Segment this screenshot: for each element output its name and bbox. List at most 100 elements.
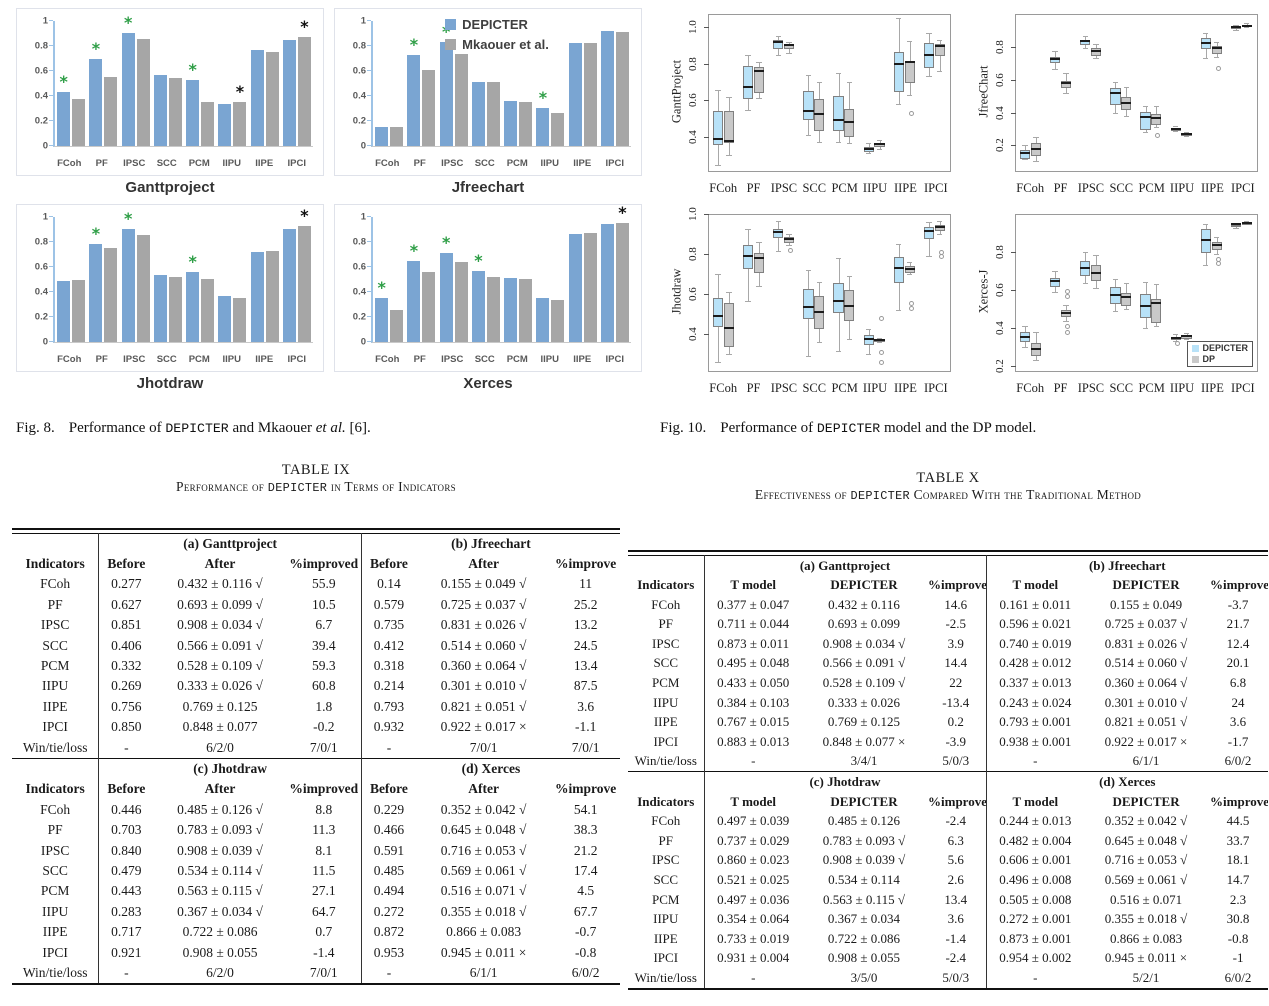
x-tick-label: IPCI bbox=[605, 158, 624, 169]
category-slot bbox=[830, 215, 860, 371]
x-tick-label: IPCI bbox=[287, 354, 306, 365]
whisker-cap bbox=[846, 81, 853, 83]
bar-baseline bbox=[265, 51, 279, 146]
table-cell: 0.831 ± 0.026 √ bbox=[440, 617, 527, 633]
table-cell: 6/1/1 bbox=[469, 965, 498, 981]
bar-group: * bbox=[438, 217, 470, 342]
x-axis-labels: FCoh PF IPSC SCC PCM IIPU IIPE IPCI bbox=[371, 354, 631, 365]
bar-group bbox=[502, 217, 534, 342]
y-tick-label: 0.8 bbox=[687, 56, 699, 71]
table-cell: 0.831 ± 0.026 √ bbox=[1104, 635, 1188, 651]
title-code: DEPICTER bbox=[267, 481, 328, 495]
bar-group bbox=[599, 21, 631, 146]
table-cell: 0.737 ± 0.029 bbox=[717, 832, 790, 848]
title-text: in Terms of Indicators bbox=[327, 479, 456, 494]
table-cell: 0.872 bbox=[360, 922, 416, 943]
table-cell: 6/0/2 bbox=[1224, 753, 1252, 769]
table-row: IPCI 0.931 ± 0.004 0.908 ± 0.055 -2.4 0.954 … bbox=[628, 948, 1268, 968]
table-cell: 0.318 bbox=[360, 655, 416, 677]
table-ix: (a) Ganttproject (b) Jfreechart Indicators… bbox=[12, 528, 620, 986]
median-line bbox=[874, 143, 885, 146]
section-header-right: (b) Jfreechart bbox=[360, 533, 620, 554]
legend-item: DEPICTER bbox=[445, 17, 549, 32]
table-x-number: TABLE X bbox=[916, 470, 980, 486]
boxplot-jhotdraw: Jhotdraw 0.4 0.6 0.8 1.0 FCoh PF IPSC SCC PCM II… bbox=[660, 206, 959, 404]
median-line bbox=[1060, 311, 1072, 314]
bar-baseline bbox=[454, 54, 468, 146]
table-cell: 5/0/3 bbox=[942, 969, 970, 985]
bar-depicter: * bbox=[121, 210, 135, 342]
median-line bbox=[833, 119, 844, 122]
y-tick-mark bbox=[704, 254, 709, 256]
bar-depicter bbox=[375, 126, 389, 146]
y-tick-mark bbox=[49, 95, 53, 96]
boxplot-box-depicter bbox=[833, 95, 844, 131]
category-slot bbox=[1016, 15, 1046, 171]
whisker-cap bbox=[1233, 222, 1239, 224]
category-slot bbox=[1197, 215, 1227, 371]
table-cell: 0.466 bbox=[360, 820, 416, 841]
category-slot bbox=[1076, 215, 1106, 371]
table-cell: 11 bbox=[579, 576, 593, 592]
boxplot-box-dp bbox=[753, 67, 765, 93]
bar-chart-jfreechart: DEPICTER Mkaouer et al. 0 0.2 0.4 0.6 0.8 1 * *… bbox=[334, 8, 642, 200]
table-row: SCC 0.479 0.534 ± 0.114 √ 11.5 0.485 0.569 ± … bbox=[12, 861, 620, 882]
table-cell: 0.155 ± 0.049 √ bbox=[440, 576, 527, 592]
table-cell: 0.733 ± 0.019 bbox=[717, 930, 790, 946]
y-tick-label: 0.2 bbox=[34, 311, 48, 323]
table-cell: 0.446 bbox=[111, 801, 142, 817]
table-cell: 0.333 ± 0.026 bbox=[827, 694, 901, 710]
y-tick-label: 0.6 bbox=[994, 72, 1006, 87]
table-row: IPSC 0.840 0.908 ± 0.039 √ 8.1 0.591 0.716 ± … bbox=[12, 840, 620, 861]
bar-baseline bbox=[390, 126, 404, 146]
chart-title: Jhotdraw bbox=[136, 375, 204, 392]
table-cell: 14.7 bbox=[1226, 872, 1250, 887]
outlier-point bbox=[1215, 261, 1221, 267]
median-line bbox=[1140, 115, 1151, 118]
table-cell: 0.931 ± 0.004 bbox=[717, 950, 790, 966]
table-cell: 0.716 ± 0.053 √ bbox=[1104, 852, 1188, 868]
table-cell: 0.783 ± 0.093 √ bbox=[177, 822, 263, 838]
x-tick-label: IPSC bbox=[770, 181, 798, 195]
table-row: PCM 0.497 ± 0.036 0.563 ± 0.115 √ 13.4 0.505… bbox=[628, 889, 1268, 910]
y-tick-label: 0.4 bbox=[352, 286, 366, 298]
table-cell: -1.4 bbox=[313, 944, 335, 960]
column-header-cell: Indicators bbox=[12, 553, 100, 575]
y-tick-label: 0.4 bbox=[994, 105, 1006, 120]
table-row: PF 0.627 0.693 ± 0.099 √ 10.5 0.579 0.725 ± 0… bbox=[12, 594, 620, 616]
table-cell: -1 bbox=[1232, 950, 1244, 966]
table-cell: 0.485 ± 0.126 bbox=[827, 813, 901, 829]
x-tick-label: IPSC bbox=[1077, 181, 1105, 195]
bar-group: * bbox=[438, 21, 470, 146]
table-cell: 6/2/0 bbox=[206, 739, 234, 755]
caption-text: model and the DP model. bbox=[880, 420, 1037, 436]
boxplot-box-depicter bbox=[1050, 277, 1061, 288]
table-cell: 6.3 bbox=[947, 832, 964, 848]
whisker-cap bbox=[906, 274, 913, 275]
boxplot-box-depicter bbox=[923, 227, 935, 239]
boxplot-box-depicter bbox=[1110, 88, 1121, 106]
bar-baseline bbox=[519, 278, 533, 342]
table-cell: 3.9 bbox=[947, 635, 964, 651]
table-cell: Win/tie/loss bbox=[628, 967, 705, 989]
whisker-cap bbox=[1082, 282, 1088, 284]
boxplot-xercesj: Xerces-J DEPICTER DP 0.2 0.4 0.6 0.8 FCoh PF… bbox=[967, 206, 1266, 404]
y-tick-mark bbox=[704, 334, 709, 335]
median-line bbox=[893, 62, 904, 65]
table-cell: 0.850 bbox=[111, 719, 142, 735]
outlier-point bbox=[908, 306, 914, 311]
significance-star-black: * bbox=[235, 82, 245, 102]
bar-depicter bbox=[153, 275, 167, 342]
significance-star-green: * bbox=[441, 22, 451, 42]
whisker-cap bbox=[1123, 282, 1129, 284]
table-cell: 0.272 bbox=[360, 901, 416, 923]
dp-swatch-icon bbox=[1192, 356, 1200, 363]
y-tick-mark bbox=[367, 291, 371, 292]
median-line bbox=[1181, 132, 1192, 135]
x-tick-label: IIPU bbox=[1169, 381, 1195, 395]
y-tick-mark bbox=[367, 120, 371, 121]
whisker-cap bbox=[1172, 340, 1179, 342]
table-cell: -2.5 bbox=[945, 616, 967, 632]
x-tick-label: SCC bbox=[474, 354, 495, 365]
table-cell: 0.953 bbox=[360, 942, 416, 964]
